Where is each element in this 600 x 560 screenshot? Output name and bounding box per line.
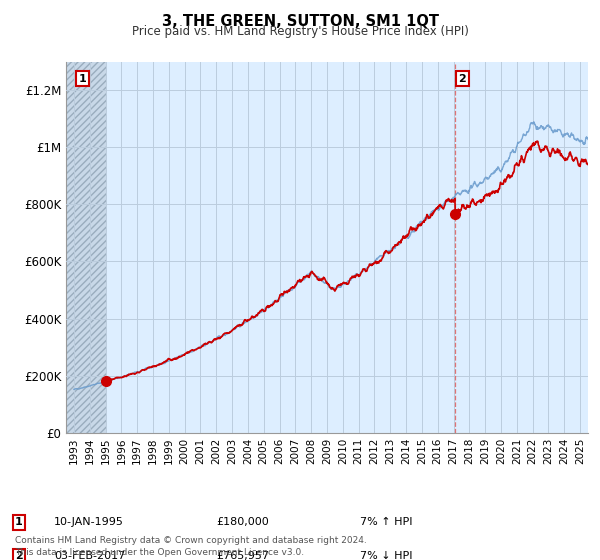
- Text: £765,957: £765,957: [216, 551, 269, 560]
- Text: 2: 2: [15, 551, 23, 560]
- Text: 3, THE GREEN, SUTTON, SM1 1QT: 3, THE GREEN, SUTTON, SM1 1QT: [161, 14, 439, 29]
- Bar: [66, 62, 106, 433]
- Text: 03-FEB-2017: 03-FEB-2017: [54, 551, 125, 560]
- Text: 10-JAN-1995: 10-JAN-1995: [54, 517, 124, 528]
- Text: Contains HM Land Registry data © Crown copyright and database right 2024.
This d: Contains HM Land Registry data © Crown c…: [15, 536, 367, 557]
- Text: Price paid vs. HM Land Registry's House Price Index (HPI): Price paid vs. HM Land Registry's House …: [131, 25, 469, 38]
- Text: 7% ↓ HPI: 7% ↓ HPI: [360, 551, 413, 560]
- Text: 1: 1: [79, 73, 86, 83]
- Text: 1: 1: [15, 517, 23, 528]
- Text: 7% ↑ HPI: 7% ↑ HPI: [360, 517, 413, 528]
- Text: £180,000: £180,000: [216, 517, 269, 528]
- Text: 2: 2: [458, 73, 466, 83]
